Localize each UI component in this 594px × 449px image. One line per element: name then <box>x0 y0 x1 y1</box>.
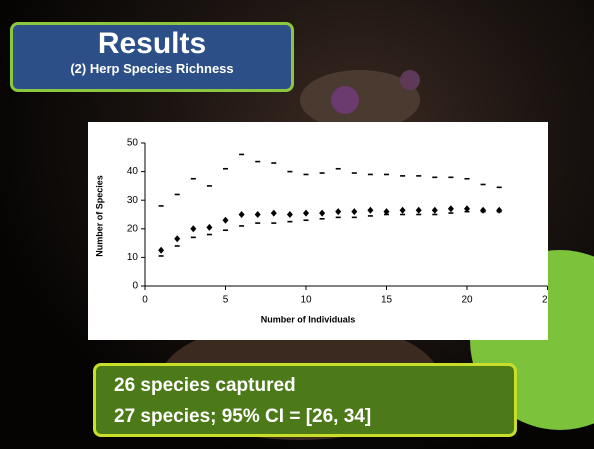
point <box>255 161 260 163</box>
point <box>351 208 357 215</box>
point <box>223 168 228 170</box>
point <box>319 210 325 217</box>
point <box>416 207 422 214</box>
point <box>432 214 437 216</box>
point <box>368 215 373 217</box>
point <box>223 229 228 231</box>
point <box>304 174 309 176</box>
x-tick-label: 5 <box>223 295 229 306</box>
point <box>400 175 405 177</box>
point <box>448 205 454 212</box>
point <box>159 255 164 257</box>
y-tick-label: 40 <box>127 166 139 177</box>
x-tick-label: 10 <box>300 295 312 306</box>
point <box>320 172 325 174</box>
point <box>206 224 212 231</box>
point <box>481 211 486 213</box>
point <box>368 174 373 176</box>
point <box>239 225 244 227</box>
point <box>497 187 502 189</box>
point <box>287 221 292 223</box>
slide-subtitle: (2) Herp Species Richness <box>13 61 291 76</box>
point <box>239 154 244 156</box>
point <box>255 222 260 224</box>
point <box>271 162 276 164</box>
frog-eye <box>400 70 420 90</box>
bullet: 26 species captured <box>114 375 514 397</box>
x-tick-label: 20 <box>461 295 473 306</box>
chart: Number of Species Number of Individuals … <box>88 122 548 340</box>
y-tick-label: 10 <box>127 252 139 263</box>
y-tick-label: 0 <box>132 281 138 292</box>
y-tick-label: 30 <box>127 195 139 206</box>
y-tick-label: 50 <box>127 138 139 149</box>
point <box>175 245 180 247</box>
point <box>336 217 341 219</box>
x-tick-label: 0 <box>142 295 148 306</box>
point <box>207 234 212 236</box>
point <box>191 178 196 180</box>
frog-eye <box>331 86 359 114</box>
point <box>159 205 164 207</box>
point <box>174 235 180 242</box>
point <box>432 207 438 214</box>
point <box>496 207 502 214</box>
slide: Results (2) Herp Species Richness Number… <box>0 0 594 449</box>
point <box>400 214 405 216</box>
point <box>465 211 470 213</box>
point <box>497 211 502 213</box>
point <box>271 222 276 224</box>
y-tick-label: 20 <box>127 223 139 234</box>
point <box>416 214 421 216</box>
point <box>352 172 357 174</box>
point <box>287 171 292 173</box>
point <box>448 212 453 214</box>
point <box>303 210 309 217</box>
slide-title: Results <box>13 27 291 61</box>
point <box>175 194 180 196</box>
point <box>304 219 309 221</box>
bullet-box: 26 species captured 27 species; 95% CI =… <box>93 363 517 437</box>
point <box>190 225 196 232</box>
point <box>384 214 389 216</box>
title-box: Results (2) Herp Species Richness <box>10 22 294 92</box>
point <box>158 247 164 254</box>
point <box>367 207 373 214</box>
point <box>448 177 453 179</box>
point <box>191 237 196 239</box>
x-tick-label: 15 <box>381 295 393 306</box>
x-tick-label: 25 <box>542 295 548 306</box>
point <box>320 218 325 220</box>
point <box>287 211 293 218</box>
point <box>207 185 212 187</box>
point <box>465 178 470 180</box>
point <box>255 211 261 218</box>
point <box>480 207 486 214</box>
point <box>400 207 406 214</box>
point <box>384 174 389 176</box>
point <box>239 211 245 218</box>
point <box>335 208 341 215</box>
point <box>223 217 229 224</box>
point <box>336 168 341 170</box>
point <box>271 210 277 217</box>
point <box>432 177 437 179</box>
bullet: 27 species; 95% CI = [26, 34] <box>114 406 514 428</box>
point <box>352 217 357 219</box>
point <box>416 175 421 177</box>
y-axis-label: Number of Species <box>94 175 104 257</box>
point <box>481 184 486 186</box>
x-axis-label: Number of Individuals <box>261 314 356 324</box>
